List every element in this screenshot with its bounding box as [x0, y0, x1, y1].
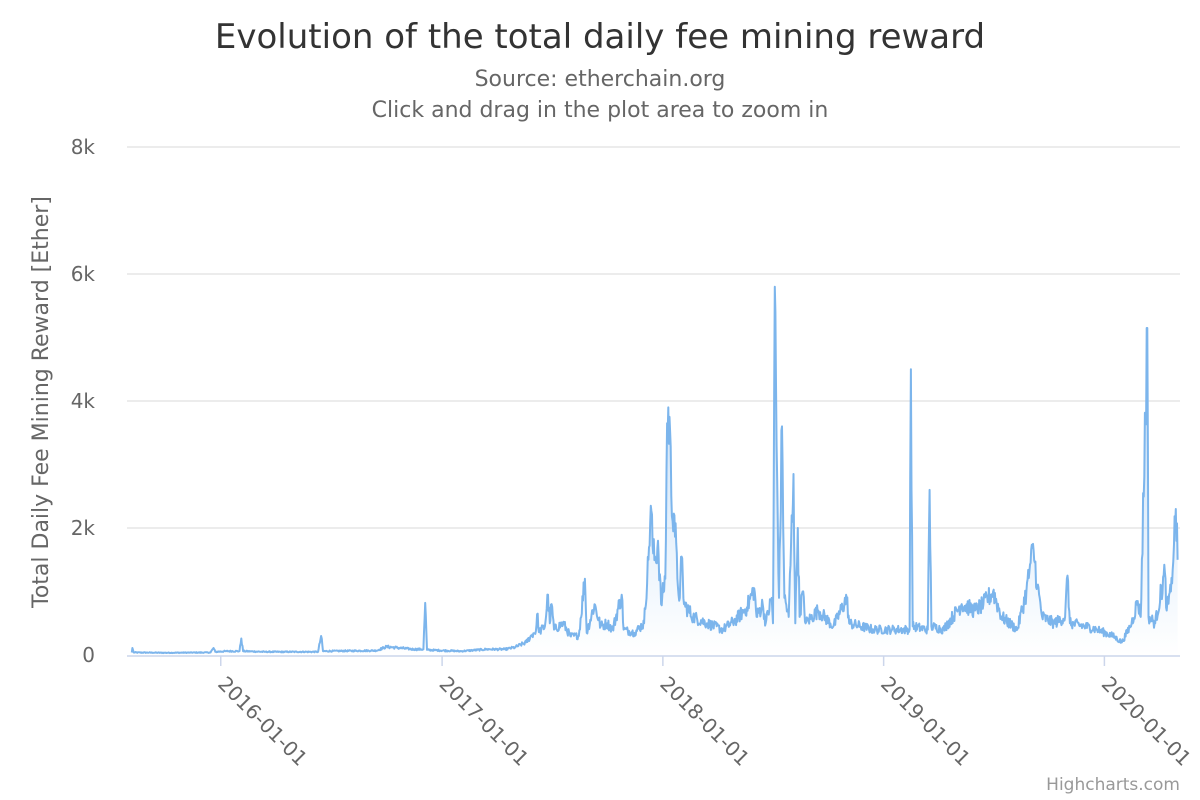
x-tick-label: 2019-01-01: [876, 672, 975, 771]
y-tick-label: 8k: [71, 135, 96, 159]
y-tick-label: 6k: [71, 262, 96, 286]
y-axis-tick-labels: 0 2k 4k 6k 8k: [71, 135, 96, 667]
y-axis-title: Total Daily Fee Mining Reward [Ether]: [29, 196, 54, 609]
series-line[interactable]: [130, 285, 1179, 655]
highcharts-credits-link[interactable]: Highcharts.com: [1046, 775, 1180, 795]
x-tick-label: 2016-01-01: [213, 672, 312, 771]
y-tick-label: 4k: [71, 389, 96, 413]
chart-subtitle-source: Source: etherchain.org: [475, 67, 726, 92]
grid-lines: [127, 146, 1180, 529]
chart-title: Evolution of the total daily fee mining …: [215, 17, 985, 57]
series-group[interactable]: [130, 285, 1179, 655]
x-axis-ticks: 2016-01-01 2017-01-01 2018-01-01 2019-01-01…: [213, 656, 1196, 771]
x-tick-label: 2017-01-01: [435, 672, 534, 771]
x-tick-label: 2020-01-01: [1097, 672, 1196, 771]
series-area-fill: [131, 286, 1178, 655]
y-tick-label: 2k: [71, 516, 96, 540]
y-tick-label: 0: [82, 643, 95, 667]
chart-subtitle-zoom-hint: Click and drag in the plot area to zoom …: [372, 98, 829, 123]
x-tick-label: 2018-01-01: [655, 672, 754, 771]
